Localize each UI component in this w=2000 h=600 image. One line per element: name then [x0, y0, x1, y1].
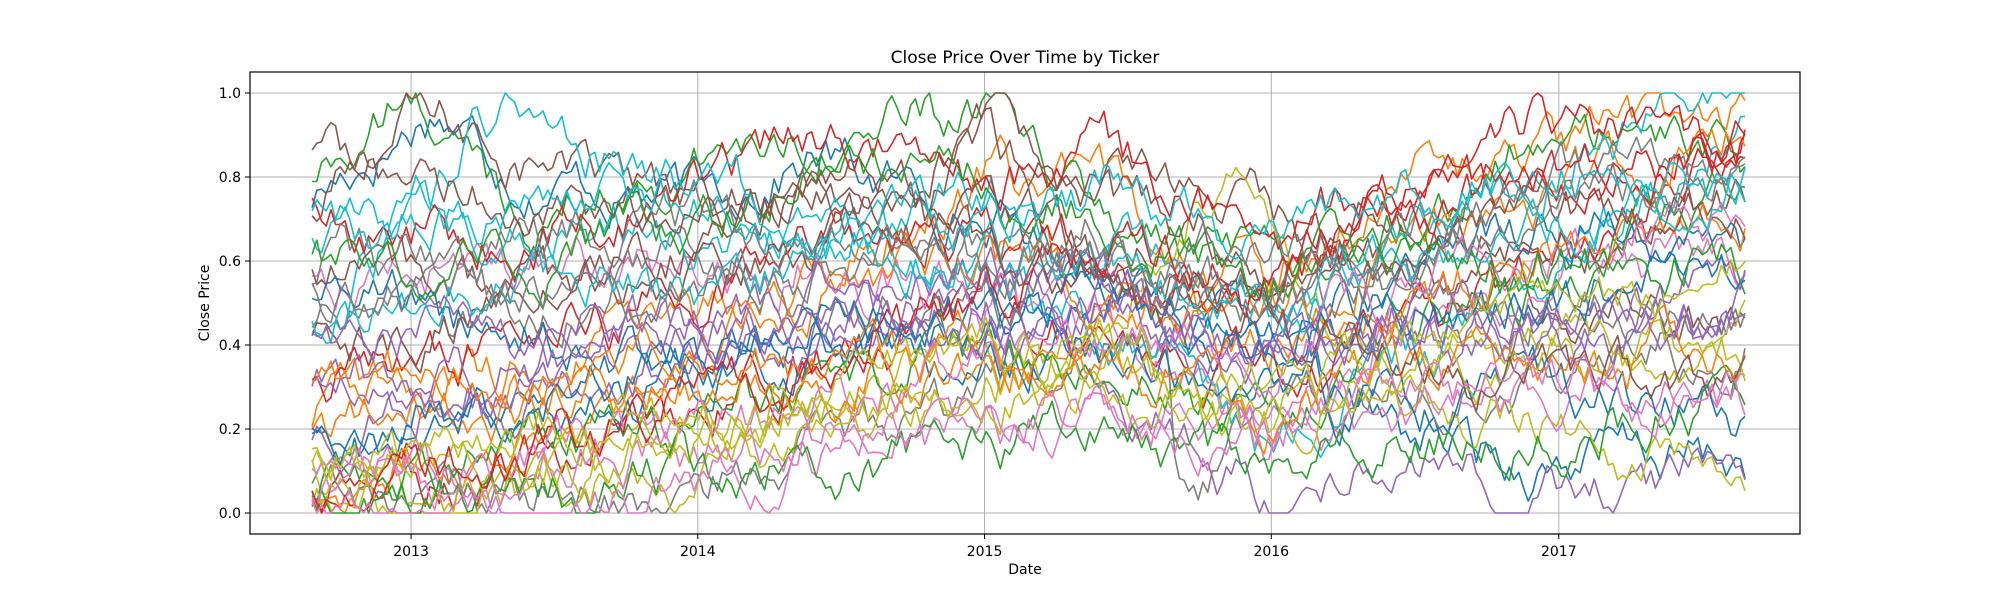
series-line: [311, 299, 1746, 500]
series-line: [311, 210, 1746, 458]
axis-ticks: 0.0 0.2 0.4 0.6 0.8 1.0 2013 2014 2015 2016 2017: [219, 86, 1577, 560]
x-tick-label: 2016: [1253, 544, 1289, 560]
series-line: [311, 259, 1746, 482]
series-line: [311, 173, 1746, 345]
series-line: [311, 153, 1746, 262]
series-line: [311, 368, 1746, 514]
series-line: [311, 263, 1746, 514]
series-line: [311, 92, 1746, 345]
series-lines: [311, 92, 1746, 514]
series-line: [311, 201, 1746, 511]
series-line: [311, 276, 1746, 385]
series-line: [311, 246, 1746, 408]
series-line: [311, 354, 1746, 514]
series-line: [311, 136, 1746, 304]
series-line: [311, 174, 1746, 374]
series-line: [311, 120, 1746, 512]
series-line: [311, 203, 1746, 443]
series-line: [311, 121, 1746, 412]
y-tick-label: 0.8: [219, 170, 241, 186]
y-tick-label: 0.2: [219, 422, 241, 438]
series-line: [311, 251, 1746, 465]
series-line: [311, 106, 1746, 314]
series-line: [311, 364, 1746, 514]
y-axis-label: Close Price: [197, 265, 213, 342]
plot-frame: [249, 71, 1801, 535]
x-tick-label: 2015: [967, 544, 1003, 560]
series-line: [311, 159, 1746, 324]
chart-title: Close Price Over Time by Ticker: [891, 48, 1160, 68]
series-line: [312, 92, 1746, 281]
series-line: [311, 92, 1745, 333]
series-line: [311, 304, 1746, 455]
y-tick-label: 1.0: [219, 86, 241, 102]
x-axis-label: Date: [1008, 562, 1041, 578]
y-tick-label: 0.0: [219, 506, 241, 522]
x-tick-label: 2013: [393, 544, 429, 560]
series-line: [311, 144, 1746, 310]
y-tick-label: 0.6: [219, 254, 241, 270]
x-tick-label: 2014: [680, 544, 716, 560]
x-tick-label: 2017: [1541, 544, 1577, 560]
series-line: [311, 323, 1746, 514]
y-tick-label: 0.4: [219, 338, 241, 354]
